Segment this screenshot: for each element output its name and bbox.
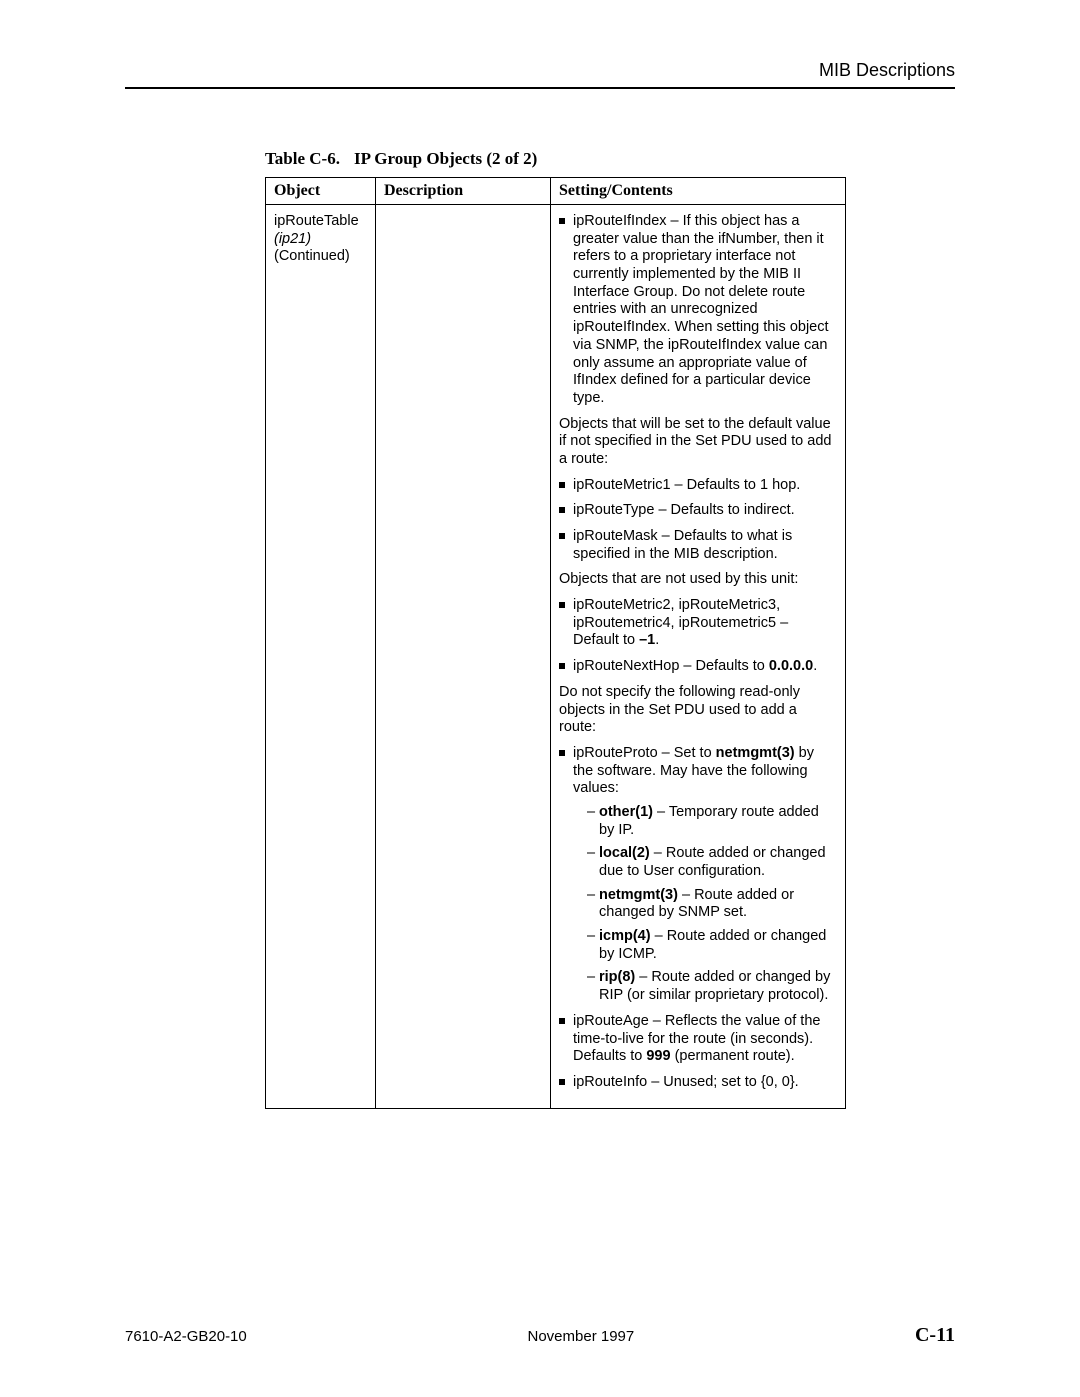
bullet-metrics: ipRouteMetric2, ipRouteMetric3, ipRoutem… [559, 597, 837, 650]
col-header-description: Description [376, 178, 551, 205]
text: ipRouteMetric2, ipRouteMetric3, ipRoutem… [573, 597, 788, 648]
page: MIB Descriptions Table C-6. IP Group Obje… [0, 0, 1080, 1397]
text: . [655, 632, 659, 648]
text: (permanent route). [671, 1048, 795, 1064]
bullet-list-3: ipRouteMetric2, ipRouteMetric3, ipRoutem… [559, 597, 837, 676]
bold: 0.0.0.0 [769, 658, 813, 674]
bullet-routeage: ipRouteAge – Reflects the value of the t… [559, 1013, 837, 1066]
text: ipRouteNextHop – Defaults to [573, 658, 769, 674]
bullet-routeproto: ipRouteProto – Set to netmgmt(3) by the … [559, 745, 837, 1005]
bold: –1 [639, 632, 655, 648]
para-default-objects: Objects that will be set to the default … [559, 416, 837, 469]
bullet-nexthop: ipRouteNextHop – Defaults to 0.0.0.0. [559, 658, 837, 676]
cell-description [376, 205, 551, 1109]
bold: other(1) [599, 804, 653, 820]
bold: icmp(4) [599, 928, 651, 944]
bold: netmgmt(3) [599, 887, 678, 903]
bullet-iprouteifindex: ipRouteIfIndex – If this object has a gr… [559, 213, 837, 408]
text: . [813, 658, 817, 674]
bullet-routemask: ipRouteMask – Defaults to what is specif… [559, 528, 837, 563]
cell-setting: ipRouteIfIndex – If this object has a gr… [551, 205, 846, 1109]
sub-local: local(2) – Route added or changed due to… [587, 845, 837, 880]
cell-object: ipRouteTable (ip21) (Continued) [266, 205, 376, 1109]
bullet-list-2: ipRouteMetric1 – Defaults to 1 hop. ipRo… [559, 477, 837, 564]
object-id: (ip21) [274, 231, 311, 247]
table-caption: Table C-6. IP Group Objects (2 of 2) [125, 149, 955, 169]
proto-sublist: other(1) – Temporary route added by IP. … [587, 804, 837, 1005]
section-title: MIB Descriptions [819, 60, 955, 80]
bold: netmgmt(3) [716, 745, 795, 761]
caption-title: IP Group Objects (2 of 2) [354, 149, 537, 168]
object-name: ipRouteTable [274, 213, 359, 229]
text: ipRouteProto – Set to [573, 745, 716, 761]
caption-label: Table C-6. [265, 149, 340, 168]
footer-date: November 1997 [528, 1328, 635, 1345]
footer-doc-id: 7610-A2-GB20-10 [125, 1328, 247, 1345]
bullet-list-1: ipRouteIfIndex – If this object has a gr… [559, 213, 837, 408]
bullet-list-4: ipRouteProto – Set to netmgmt(3) by the … [559, 745, 837, 1092]
sub-icmp: icmp(4) – Route added or changed by ICMP… [587, 928, 837, 963]
sub-rip: rip(8) – Route added or changed by RIP (… [587, 969, 837, 1004]
bullet-routetype: ipRouteType – Defaults to indirect. [559, 502, 837, 520]
table-header-row: Object Description Setting/Contents [266, 178, 846, 205]
para-readonly-objects: Do not specify the following read-only o… [559, 684, 837, 737]
sub-other: other(1) – Temporary route added by IP. [587, 804, 837, 839]
sub-netmgmt: netmgmt(3) – Route added or changed by S… [587, 887, 837, 922]
bold: 999 [646, 1048, 670, 1064]
col-header-object: Object [266, 178, 376, 205]
mib-table: Object Description Setting/Contents ipRo… [265, 177, 846, 1109]
bold: local(2) [599, 845, 650, 861]
object-status: (Continued) [274, 248, 350, 264]
page-header: MIB Descriptions [125, 60, 955, 89]
table-row: ipRouteTable (ip21) (Continued) ipRouteI… [266, 205, 846, 1109]
col-header-setting: Setting/Contents [551, 178, 846, 205]
bold: rip(8) [599, 969, 635, 985]
page-footer: 7610-A2-GB20-10 November 1997 C-11 [125, 1324, 955, 1347]
para-unused-objects: Objects that are not used by this unit: [559, 571, 837, 589]
bullet-metric1: ipRouteMetric1 – Defaults to 1 hop. [559, 477, 837, 495]
bullet-routeinfo: ipRouteInfo – Unused; set to {0, 0}. [559, 1074, 837, 1092]
footer-page-number: C-11 [915, 1324, 955, 1347]
